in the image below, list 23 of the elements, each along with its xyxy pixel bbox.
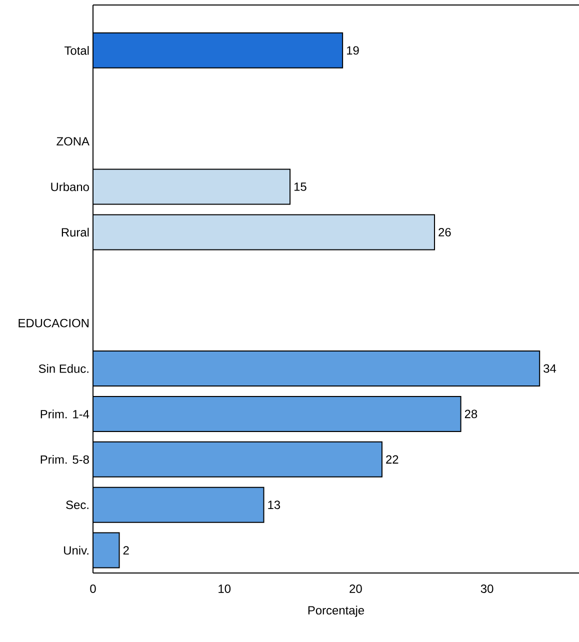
data-label: 2	[123, 546, 129, 554]
x-tick-label: 10	[218, 584, 231, 593]
y-tick-label: Prim. 5-8	[40, 455, 89, 464]
data-label: 28	[464, 410, 478, 418]
y-tick-label: ZONA	[56, 137, 90, 146]
x-tick-label: 20	[350, 584, 362, 593]
data-label: 19	[346, 46, 359, 55]
y-tick-label: Univ.	[64, 546, 88, 555]
x-tick-label: 0	[90, 584, 96, 593]
x-tick-label: 30	[480, 584, 494, 593]
y-tick-label: Sin Educ.	[38, 364, 88, 373]
data-label: 26	[438, 228, 451, 236]
y-tick-label: Sec.	[66, 500, 88, 510]
y-tick-label: Rural	[62, 228, 89, 237]
data-label: 34	[544, 364, 556, 373]
y-tick-label: Total	[64, 46, 89, 55]
data-label: 15	[294, 182, 306, 191]
data-label: 13	[268, 500, 280, 510]
y-tick-label: EDUCACION	[18, 318, 88, 328]
y-tick-label: Prim. 1-4	[40, 410, 90, 418]
x-axis-title: Porcentaje	[308, 606, 364, 617]
data-label: 22	[386, 455, 398, 464]
y-tick-label: Urbano	[51, 182, 89, 192]
